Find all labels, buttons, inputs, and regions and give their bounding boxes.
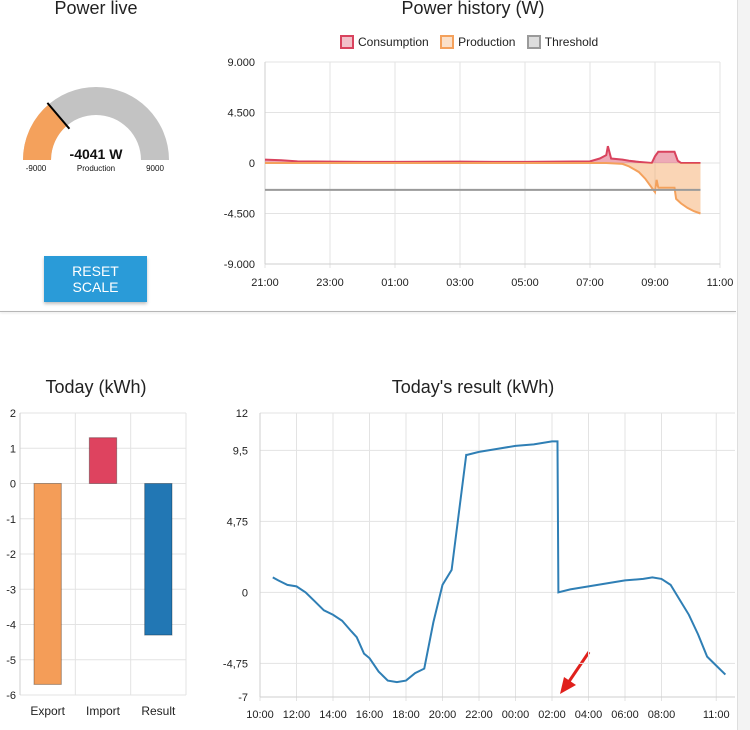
result-x-tick: 04:00 bbox=[575, 709, 603, 721]
history-x-tick: 05:00 bbox=[511, 277, 539, 289]
result-y-tick: -4,75 bbox=[223, 658, 248, 670]
result-x-tick: 08:00 bbox=[648, 709, 676, 721]
gauge-needle bbox=[46, 102, 71, 130]
production-swatch bbox=[440, 35, 455, 49]
result-x-tick: 06:00 bbox=[611, 709, 639, 721]
section-divider bbox=[0, 311, 736, 312]
result-y-tick: 4,75 bbox=[227, 516, 248, 528]
today-y-tick: -3 bbox=[6, 584, 16, 596]
result-x-tick: 02:00 bbox=[538, 709, 566, 721]
scrollbar-track[interactable] bbox=[737, 0, 750, 730]
history-series-area-production bbox=[265, 163, 701, 214]
history-x-tick: 11:00 bbox=[707, 277, 734, 289]
result-x-tick: 12:00 bbox=[283, 709, 311, 721]
result-x-tick: 20:00 bbox=[429, 709, 457, 721]
legend-item-production[interactable]: Production bbox=[440, 35, 515, 49]
history-series-area-consumption bbox=[265, 146, 701, 163]
result-y-tick: 12 bbox=[236, 408, 248, 420]
history-y-tick: -4.500 bbox=[224, 209, 255, 221]
legend-item-threshold[interactable]: Threshold bbox=[526, 35, 599, 49]
history-series-line-production bbox=[265, 162, 701, 215]
result-y-tick: -7 bbox=[238, 692, 248, 704]
result-x-tick: 11:00 bbox=[703, 709, 730, 721]
today-bar-result bbox=[144, 483, 173, 636]
today-y-tick: -1 bbox=[6, 514, 16, 526]
power-gauge: -4041 W Production -9000 9000 bbox=[23, 87, 169, 173]
legend-label-threshold: Threshold bbox=[544, 35, 599, 49]
today-title: Today (kWh) bbox=[45, 377, 147, 397]
history-y-tick: 0 bbox=[249, 158, 255, 170]
reset-scale-button[interactable]: RESET SCALE bbox=[44, 256, 147, 302]
gauge-title: Power live bbox=[54, 0, 138, 18]
today-x-tick: Import bbox=[86, 704, 121, 718]
todays-result-title: Today's result (kWh) bbox=[391, 377, 555, 397]
history-x-tick: 09:00 bbox=[641, 277, 669, 289]
today-bar-export bbox=[33, 483, 62, 685]
today-bar-import bbox=[88, 437, 118, 484]
history-x-tick: 21:00 bbox=[251, 277, 279, 289]
history-y-tick: 4.500 bbox=[227, 108, 255, 120]
result-x-tick: 18:00 bbox=[392, 709, 420, 721]
gauge-track bbox=[23, 87, 169, 160]
power-history-title: Power history (W) bbox=[401, 0, 545, 18]
history-x-tick: 03:00 bbox=[446, 277, 474, 289]
history-series-line-consumption bbox=[264, 145, 701, 165]
today-y-tick: -5 bbox=[6, 655, 16, 667]
gauge-value: -4041 W bbox=[70, 146, 124, 162]
gauge-max-label: 9000 bbox=[146, 164, 164, 173]
result-y-tick: 9,5 bbox=[233, 445, 248, 457]
history-y-tick: -9.000 bbox=[224, 259, 255, 271]
red-arrow-annotation bbox=[560, 651, 591, 694]
result-series-line bbox=[272, 440, 727, 684]
legend-label-consumption: Consumption bbox=[358, 35, 429, 49]
today-y-tick: 2 bbox=[10, 408, 16, 420]
today-x-tick: Result bbox=[141, 704, 176, 718]
result-x-tick: 14:00 bbox=[319, 709, 347, 721]
today-x-tick: Export bbox=[30, 704, 65, 718]
today-y-tick: -2 bbox=[6, 549, 16, 561]
consumption-swatch bbox=[340, 35, 354, 49]
history-x-tick: 01:00 bbox=[381, 277, 409, 289]
gauge-fill bbox=[23, 104, 67, 160]
result-x-tick: 10:00 bbox=[246, 709, 274, 721]
gauge-subtitle: Production bbox=[77, 164, 115, 173]
today-y-tick: 1 bbox=[10, 443, 16, 455]
result-x-tick: 00:00 bbox=[502, 709, 530, 721]
today-y-tick: -4 bbox=[6, 620, 16, 632]
power-history-legend: Consumption Production Threshold bbox=[340, 35, 606, 52]
today-y-tick: 0 bbox=[10, 479, 16, 491]
legend-item-consumption[interactable]: Consumption bbox=[340, 35, 429, 49]
history-x-tick: 23:00 bbox=[316, 277, 344, 289]
threshold-swatch bbox=[526, 35, 541, 49]
history-y-tick: 9.000 bbox=[227, 57, 255, 69]
gauge-min-label: -9000 bbox=[26, 164, 47, 173]
result-x-tick: 22:00 bbox=[465, 709, 493, 721]
today-y-tick: -6 bbox=[6, 690, 16, 702]
legend-label-production: Production bbox=[458, 35, 516, 49]
result-x-tick: 16:00 bbox=[356, 709, 384, 721]
history-x-tick: 07:00 bbox=[576, 277, 604, 289]
result-y-tick: 0 bbox=[242, 587, 248, 599]
